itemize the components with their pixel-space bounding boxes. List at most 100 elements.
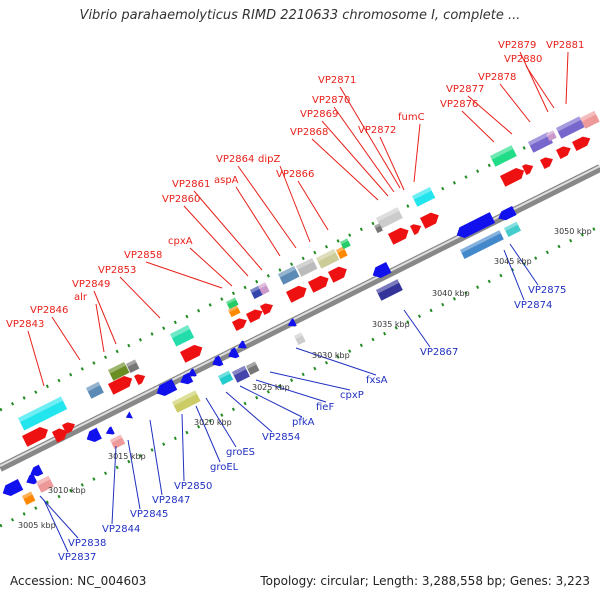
forward-gene-block[interactable] [260, 301, 275, 315]
forward-gene-label[interactable]: cpxA [168, 236, 193, 247]
reverse-gene-label[interactable]: VP2847 [152, 495, 190, 506]
reverse-gene-block[interactable] [0, 479, 24, 499]
reverse-gene-label[interactable]: VP2867 [420, 347, 458, 358]
forward-gene-block[interactable] [126, 359, 140, 373]
forward-gene-label[interactable]: VP2849 [72, 279, 110, 290]
forward-gene-label[interactable]: VP2880 [504, 54, 542, 65]
forward-gene-block[interactable] [278, 265, 300, 285]
forward-gene-block[interactable] [556, 144, 573, 159]
reverse-gene-label[interactable]: cpxP [340, 390, 364, 401]
forward-gene-label[interactable]: VP2860 [162, 194, 200, 205]
forward-gene-block[interactable] [546, 130, 557, 142]
forward-gene-block[interactable] [374, 223, 383, 234]
reverse-gene-label[interactable]: fxsA [366, 375, 388, 386]
forward-gene-block[interactable] [412, 187, 436, 207]
forward-gene-block[interactable] [62, 420, 77, 434]
forward-gene-block[interactable] [410, 222, 423, 235]
forward-gene-label[interactable]: dipZ [258, 154, 280, 165]
forward-gene-label[interactable]: VP2846 [30, 305, 68, 316]
reverse-gene-label[interactable]: VP2844 [102, 524, 140, 535]
forward-gene-label[interactable]: VP2878 [478, 72, 516, 83]
forward-gene-block[interactable] [22, 424, 51, 447]
forward-gene-block[interactable] [18, 396, 68, 431]
forward-gene-label[interactable]: VP2876 [440, 99, 478, 110]
forward-gene-block[interactable] [258, 282, 270, 295]
reverse-gene-label[interactable]: VP2854 [262, 432, 300, 443]
forward-gene-block[interactable] [86, 381, 104, 399]
forward-gene-label[interactable]: VP2879 [498, 40, 536, 51]
reverse-gene-block[interactable] [154, 379, 178, 399]
reverse-gene-block[interactable] [294, 332, 306, 345]
forward-gene-block[interactable] [308, 273, 331, 293]
forward-gene-label[interactable]: VP2869 [300, 109, 338, 120]
forward-gene-label[interactable]: VP2843 [6, 319, 44, 330]
forward-gene-label[interactable]: VP2868 [290, 127, 328, 138]
reverse-gene-block[interactable] [460, 230, 504, 259]
reverse-gene-label[interactable]: groEL [210, 462, 239, 473]
forward-gene-label[interactable]: VP2872 [358, 125, 396, 136]
reverse-gene-block[interactable] [454, 212, 496, 241]
forward-gene-block[interactable] [108, 361, 130, 381]
forward-gene-label[interactable]: VP2864 [216, 154, 254, 165]
forward-gene-label[interactable]: VP2853 [98, 265, 136, 276]
forward-gene-block[interactable] [232, 316, 249, 331]
reverse-gene-block[interactable] [36, 475, 54, 493]
forward-gene-block[interactable] [420, 210, 441, 229]
reverse-gene-block[interactable] [124, 411, 133, 421]
reverse-gene-label[interactable]: fieF [316, 402, 334, 413]
reverse-gene-label[interactable]: VP2838 [68, 538, 106, 549]
reverse-gene-block[interactable] [110, 434, 126, 449]
reverse-gene-block[interactable] [286, 318, 297, 329]
reverse-gene-block[interactable] [226, 347, 240, 361]
forward-gene-label[interactable]: VP2858 [124, 250, 162, 261]
reverse-gene-block[interactable] [218, 370, 234, 385]
reverse-gene-block[interactable] [84, 427, 102, 445]
forward-gene-label[interactable]: VP2866 [276, 169, 314, 180]
forward-gene-block[interactable] [228, 305, 241, 318]
forward-gene-label[interactable]: VP2861 [172, 179, 210, 190]
forward-gene-block[interactable] [528, 132, 554, 153]
reverse-gene-label[interactable]: groES [226, 447, 255, 458]
forward-gene-block[interactable] [296, 257, 318, 277]
forward-gene-label[interactable]: aspA [214, 175, 239, 186]
forward-gene-block[interactable] [556, 116, 585, 139]
forward-gene-block[interactable] [340, 238, 351, 250]
forward-gene-block[interactable] [500, 165, 527, 187]
reverse-gene-block[interactable] [376, 279, 403, 301]
reverse-gene-label[interactable]: VP2845 [130, 509, 168, 520]
reverse-gene-block[interactable] [496, 205, 517, 223]
reverse-gene-label[interactable]: VP2837 [58, 552, 96, 563]
forward-gene-block[interactable] [246, 307, 265, 323]
reverse-gene-block[interactable] [104, 426, 115, 437]
reverse-gene-block[interactable] [210, 355, 224, 369]
forward-gene-label[interactable]: VP2871 [318, 75, 356, 86]
forward-gene-block[interactable] [336, 246, 348, 259]
reverse-gene-block[interactable] [236, 340, 247, 351]
forward-gene-label[interactable]: VP2870 [312, 95, 350, 106]
forward-gene-label[interactable]: alr [74, 292, 88, 303]
reverse-gene-block[interactable] [246, 361, 260, 375]
forward-gene-block[interactable] [226, 297, 239, 310]
reverse-gene-block[interactable] [232, 365, 250, 383]
forward-gene-block[interactable] [580, 110, 600, 129]
forward-gene-block[interactable] [52, 426, 70, 443]
forward-gene-block[interactable] [572, 134, 593, 151]
reverse-gene-block[interactable] [504, 221, 521, 237]
reverse-gene-label[interactable]: VP2850 [174, 481, 212, 492]
reverse-gene-block[interactable] [22, 491, 36, 505]
forward-gene-block[interactable] [180, 342, 205, 363]
forward-gene-block[interactable] [388, 225, 411, 245]
forward-gene-label[interactable]: VP2881 [546, 40, 584, 51]
reverse-gene-block[interactable] [24, 473, 38, 487]
forward-gene-block[interactable] [286, 283, 309, 303]
forward-gene-block[interactable] [522, 162, 535, 175]
reverse-gene-block[interactable] [186, 368, 197, 379]
forward-gene-block[interactable] [170, 325, 195, 347]
forward-gene-block[interactable] [376, 207, 403, 229]
reverse-gene-label[interactable]: pfkA [292, 417, 315, 428]
forward-gene-block[interactable] [134, 372, 147, 385]
reverse-gene-label[interactable]: VP2875 [528, 285, 566, 296]
forward-gene-block[interactable] [540, 155, 555, 169]
reverse-gene-block[interactable] [28, 464, 44, 479]
